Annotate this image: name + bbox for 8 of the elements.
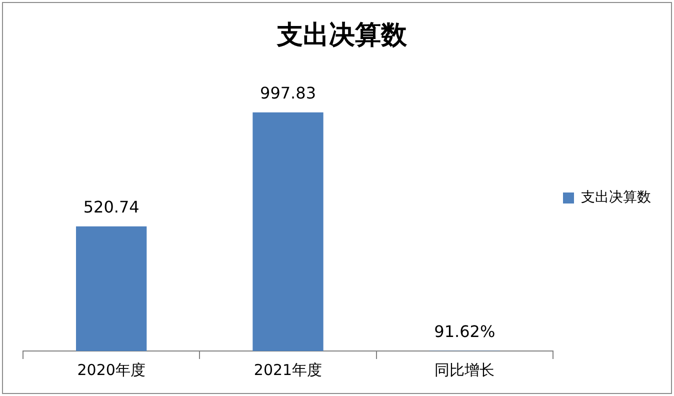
chart-title: 支出决算数 bbox=[276, 20, 408, 50]
x-tick-label: 2021年度 bbox=[254, 360, 322, 379]
data-label: 997.83 bbox=[260, 83, 316, 102]
data-label: 520.74 bbox=[83, 198, 140, 217]
x-tick-label: 2020年度 bbox=[77, 360, 146, 379]
x-tick-label: 同比增长 bbox=[434, 360, 495, 379]
data-label: 91.62% bbox=[434, 322, 496, 341]
legend-label: 支出决算数 bbox=[581, 190, 651, 206]
